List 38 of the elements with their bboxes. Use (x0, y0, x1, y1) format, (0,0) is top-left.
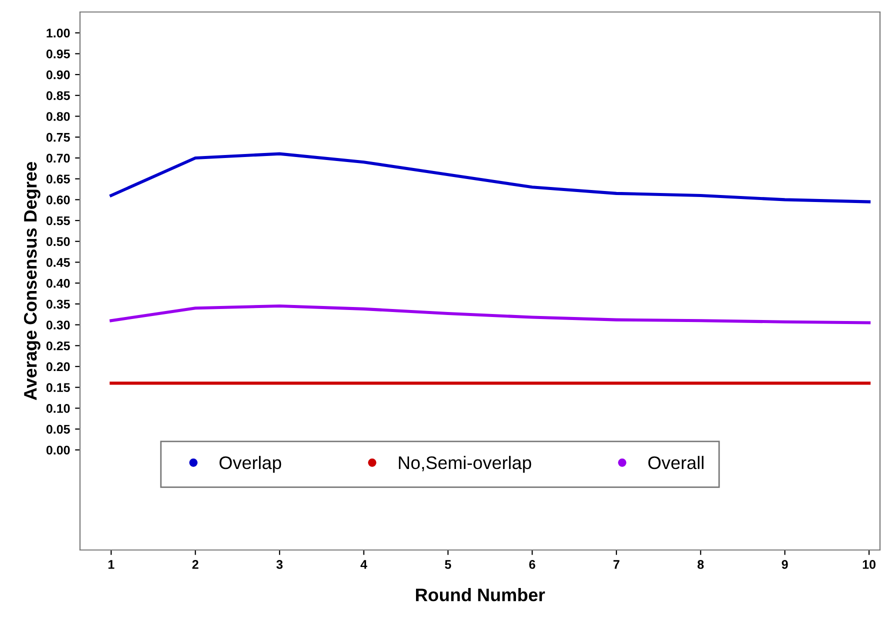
x-tick-label: 1 (108, 560, 114, 569)
y-tick-label: 0.90 (46, 70, 70, 80)
line-series (110, 152, 871, 204)
y-tick-label: 0.00 (46, 446, 70, 455)
x-tick-label: 2 (192, 560, 198, 569)
y-tick-label: 0.10 (46, 404, 70, 413)
legend-label: Overall (648, 456, 704, 470)
y-tick-label: 0.45 (46, 258, 70, 267)
y-tick-label: 0.20 (46, 362, 70, 372)
y-tick-label: 0.30 (46, 320, 70, 330)
y-tick-label: 1.00 (46, 28, 70, 38)
legend-label: No,Semi-overlap (398, 456, 532, 473)
x-tick-label: 5 (444, 560, 452, 569)
y-tick-label: 0.95 (46, 50, 70, 58)
y-tick-label: 0.25 (46, 341, 70, 350)
x-tick-label: 7 (613, 560, 620, 569)
x-tick-label: 3 (276, 560, 283, 569)
x-tick-label: 8 (698, 560, 704, 569)
y-tick-label: 0.65 (46, 174, 70, 184)
y-tick-label: 0.80 (46, 112, 70, 121)
y-tick-label: 0.35 (46, 300, 70, 309)
x-tick-label: 4 (360, 560, 368, 569)
x-tick-label: 10 (862, 560, 876, 569)
y-tick-label: 0.05 (46, 424, 70, 434)
y-tick-label: 0.60 (46, 195, 70, 204)
y-tick-label: 0.55 (46, 216, 70, 226)
y-tick-label: 0.50 (46, 237, 70, 246)
legend-label: Overlap (220, 456, 282, 473)
y-tick-label: 0.70 (46, 154, 70, 163)
y-tick-label: 0.15 (46, 383, 70, 392)
x-axis-title: Round Number (416, 588, 545, 602)
y-tick-label: 0.40 (46, 278, 70, 288)
x-tick-label: 6 (529, 560, 536, 569)
y-axis-title: Average Consensus Degree (24, 162, 40, 400)
y-tick-label: 0.85 (46, 91, 70, 100)
line-series (110, 304, 871, 324)
y-tick-label: 0.75 (46, 132, 70, 142)
x-tick-label: 9 (782, 560, 788, 569)
